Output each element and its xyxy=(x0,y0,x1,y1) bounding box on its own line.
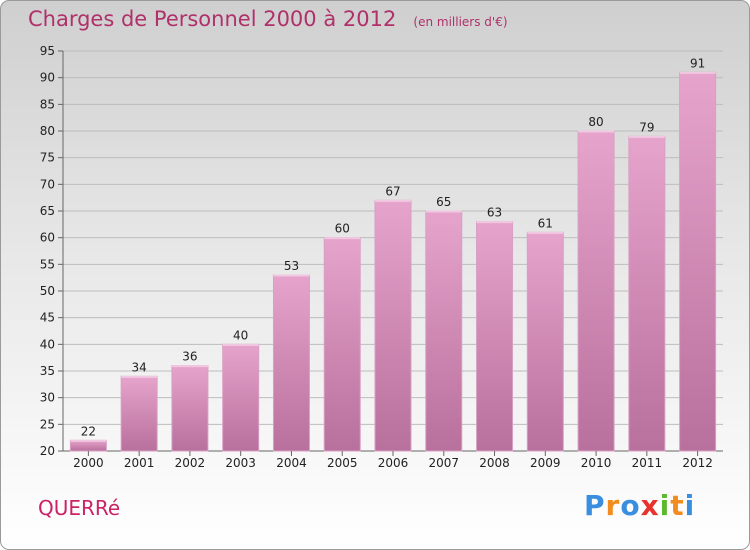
x-tick-label: 2004 xyxy=(276,456,307,470)
bar-value-label: 79 xyxy=(639,120,654,134)
y-tick-label: 95 xyxy=(40,44,55,58)
bar xyxy=(120,375,158,452)
x-tick-label: 2000 xyxy=(73,456,104,470)
x-tick-label: 2010 xyxy=(581,456,612,470)
chart-subtitle: (en milliers d'€) xyxy=(413,15,508,29)
x-tick-label: 2008 xyxy=(479,456,510,470)
bar-value-label: 63 xyxy=(487,206,502,220)
y-tick-label: 55 xyxy=(40,257,55,271)
logo-letter: r xyxy=(605,489,621,522)
logo-letter: t xyxy=(670,489,685,522)
bar-value-label: 65 xyxy=(436,195,451,209)
bar-value-label: 40 xyxy=(233,328,248,342)
bar-value-label: 80 xyxy=(588,115,603,129)
bar-value-label: 61 xyxy=(538,216,553,230)
bar xyxy=(577,130,615,452)
y-tick-label: 45 xyxy=(40,311,55,325)
bar xyxy=(526,231,564,452)
logo-letter: x xyxy=(640,489,660,522)
x-tick-label: 2007 xyxy=(428,456,459,470)
bar xyxy=(679,71,717,452)
logo-letter: i xyxy=(659,489,671,522)
y-tick-label: 90 xyxy=(40,71,55,85)
x-tick-label: 2002 xyxy=(175,456,206,470)
y-tick-label: 50 xyxy=(40,284,55,298)
bar-value-label: 34 xyxy=(132,360,147,374)
bar xyxy=(476,221,514,452)
y-tick-label: 25 xyxy=(40,417,55,431)
proxiti-logo: Proxiti xyxy=(584,489,695,522)
bar xyxy=(222,343,260,452)
bar-value-label: 60 xyxy=(335,222,350,236)
x-tick-label: 2001 xyxy=(124,456,155,470)
bar xyxy=(272,274,310,452)
bar xyxy=(69,439,107,452)
y-tick-label: 70 xyxy=(40,177,55,191)
bar-value-label: 91 xyxy=(690,56,705,70)
bar xyxy=(171,365,209,452)
x-tick-label: 2006 xyxy=(378,456,409,470)
logo-letter: i xyxy=(684,489,696,522)
y-tick-label: 30 xyxy=(40,391,55,405)
x-tick-label: 2012 xyxy=(682,456,713,470)
y-tick-label: 40 xyxy=(40,337,55,351)
bar xyxy=(628,135,666,452)
bar-value-label: 53 xyxy=(284,259,299,273)
y-tick-label: 80 xyxy=(40,124,55,138)
x-tick-label: 2005 xyxy=(327,456,358,470)
x-tick-label: 2003 xyxy=(225,456,256,470)
y-tick-label: 35 xyxy=(40,364,55,378)
commune-name: QUERRé xyxy=(38,496,121,520)
y-tick-label: 20 xyxy=(40,444,55,458)
bar-value-label: 67 xyxy=(385,184,400,198)
logo-letter: o xyxy=(620,489,641,522)
bar-value-label: 22 xyxy=(81,424,96,438)
y-tick-label: 75 xyxy=(40,151,55,165)
x-tick-label: 2011 xyxy=(632,456,663,470)
bar xyxy=(425,210,463,452)
y-tick-label: 65 xyxy=(40,204,55,218)
bar xyxy=(323,237,361,452)
logo-letter: P xyxy=(584,489,606,522)
y-tick-label: 60 xyxy=(40,231,55,245)
bar xyxy=(374,199,412,452)
bar-value-label: 36 xyxy=(182,350,197,364)
y-tick-label: 85 xyxy=(40,97,55,111)
title-block: Charges de Personnel 2000 à 2012 (en mil… xyxy=(28,7,508,31)
chart-title: Charges de Personnel 2000 à 2012 xyxy=(28,7,397,31)
x-tick-label: 2009 xyxy=(530,456,561,470)
